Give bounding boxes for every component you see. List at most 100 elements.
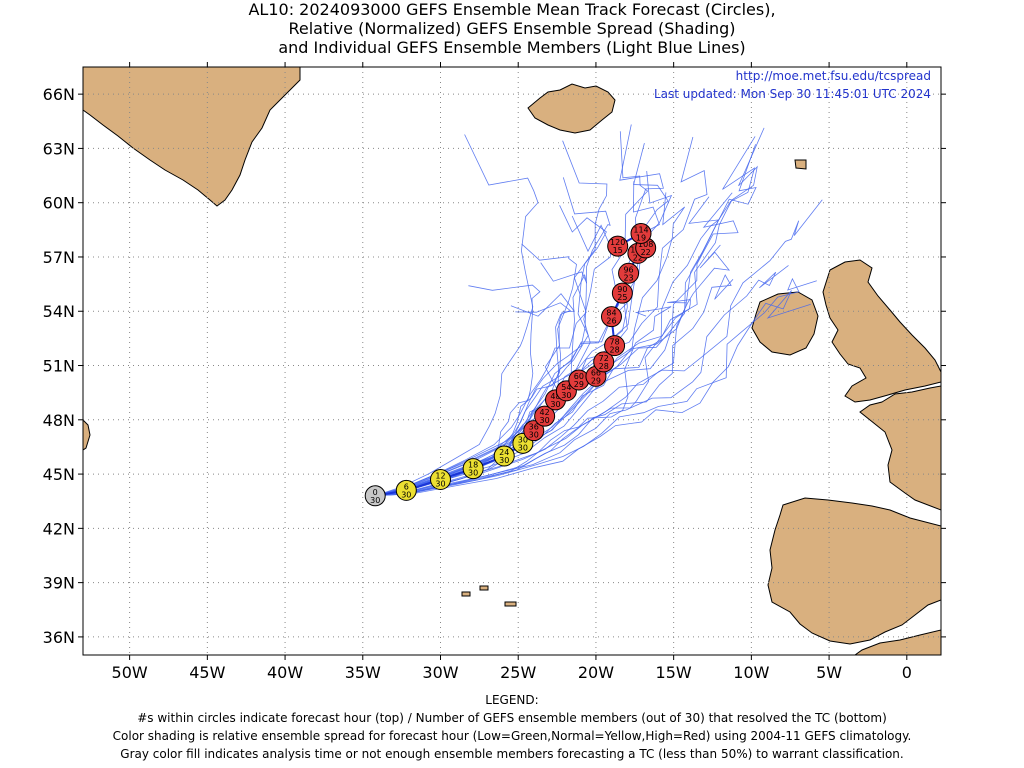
ensemble-member-line [375,199,823,497]
lon-label: 35W [345,663,381,682]
ensemble-member-line [375,134,539,497]
member-count-label: 30 [370,496,380,505]
member-count-label: 30 [529,431,539,440]
lat-label: 39N [43,574,75,593]
forecast-circle [618,262,640,284]
lat-lon-grid [83,67,941,655]
forecast-circle [395,479,417,501]
forecast-hour-label: 84 [606,309,616,318]
lon-label: 0 [902,663,912,682]
ensemble-member-line [375,205,607,497]
member-count-label: 30 [561,391,571,400]
legend-line-3: Gray color fill indicates analysis time … [120,747,904,761]
lon-label: 5W [816,663,842,682]
legend-line-2: Color shading is relative ensemble sprea… [112,729,912,743]
ensemble-member-line [375,306,672,497]
azores-islands [461,585,517,607]
lat-label: 36N [43,628,75,647]
member-count-label: 29 [591,376,601,385]
forecast-hour-label: 60 [574,372,584,381]
member-count-label: 28 [599,362,609,371]
forecast-hour-label: 48 [550,392,560,401]
plot-frame [82,66,942,656]
member-count-label: 30 [435,480,445,489]
land-layer [83,67,941,655]
forecast-hour-label: 36 [529,423,539,432]
member-count-label: 22 [641,248,651,257]
forecast-hour-label: 0 [373,488,378,497]
member-count-label: 30 [540,416,550,425]
latitude-labels: 66N 63N 60N 57N 54N 51N 48N 45N 42N 39N 36N [43,85,75,647]
greenland-landmass [83,67,301,207]
forecast-hour-label: 18 [468,461,478,470]
lat-label: 51N [43,357,75,376]
member-count-label: 30 [468,469,478,478]
lon-label: 15W [656,663,692,682]
forecast-circle [630,222,652,244]
forecast-hour-label: 6 [404,482,409,491]
lon-label: 10W [733,663,769,682]
legend-line-1: #s within circles indicate forecast hour… [137,711,887,725]
lat-label: 48N [43,411,75,430]
ensemble-member-line [375,140,608,497]
great-britain-landmass [822,259,941,403]
member-count-label: 23 [623,273,633,282]
forecast-position-marker[interactable]: 030 [364,485,386,507]
lat-label: 57N [43,248,75,267]
africa-landmass [854,629,941,655]
forecast-hour-label: 90 [617,285,627,294]
lon-label: 40W [267,663,303,682]
forecast-circle [493,445,515,467]
lat-label: 63N [43,139,75,158]
chart-title-line-1: AL10: 2024093000 GEFS Ensemble Mean Trac… [248,0,776,19]
forecast-hour-label: 24 [499,448,509,457]
iberian-peninsula-landmass [767,497,941,645]
member-count-label: 30 [518,443,528,452]
forecast-hour-label: 96 [623,265,633,274]
source-url[interactable]: http://moe.met.fsu.edu/tcspread [736,69,931,83]
faroe-islands [794,159,807,170]
last-updated: Last updated: Mon Sep 30 11:45:01 UTC 20… [654,87,931,101]
member-count-label: 30 [550,400,560,409]
forecast-hour-label: 66 [591,368,601,377]
lon-label: 30W [422,663,458,682]
member-count-label: 28 [609,346,619,355]
ensemble-member-line [375,290,811,497]
forecast-hour-label: 114 [633,225,648,234]
lat-label: 45N [43,465,75,484]
forecast-circle [607,235,629,257]
forecast-circle [604,335,626,357]
forecast-hour-label: 30 [518,435,528,444]
member-count-label: 15 [613,246,623,255]
forecast-position-marker[interactable]: 630 [395,479,417,501]
lat-label: 54N [43,302,75,321]
legend-heading: LEGEND: [485,693,539,707]
member-count-label: 30 [499,456,509,465]
forecast-hour-label: 120 [610,238,625,247]
forecast-circle [462,458,484,480]
ensemble-member-line [375,177,611,497]
ensemble-member-line [375,124,664,497]
forecast-hour-label: 78 [609,338,619,347]
lon-label: 50W [112,663,148,682]
forecast-hour-label: 72 [599,354,609,363]
forecast-circle [611,282,633,304]
lon-label: 20W [578,663,614,682]
lat-label: 42N [43,519,75,538]
chart-title-line-3: and Individual GEFS Ensemble Members (Li… [278,38,746,57]
longitude-labels: 50W 45W 40W 35W 30W 25W 20W 15W 10W 5W 0 [112,663,912,682]
iceland-landmass [527,83,616,134]
